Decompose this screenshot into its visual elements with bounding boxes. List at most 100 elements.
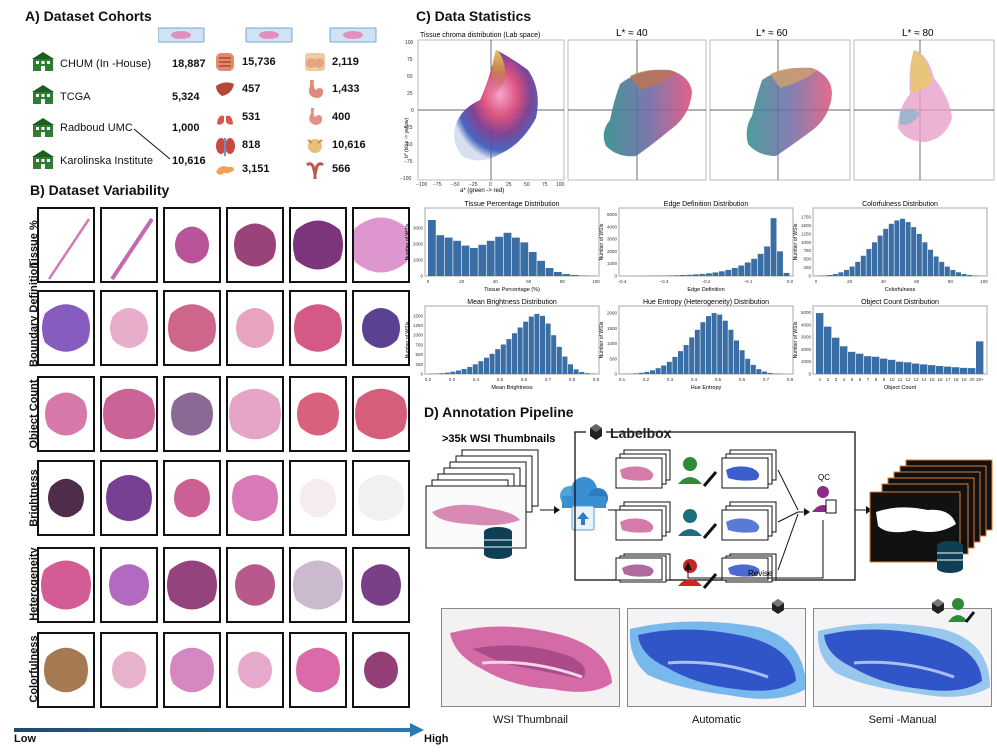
tissue-thumbnail: [226, 632, 284, 708]
chroma-xlabel: a* (green -> red): [460, 188, 504, 194]
stomach-icon: [308, 80, 324, 98]
histogram-bar: [911, 227, 917, 276]
histogram-ytick: 250: [415, 362, 423, 367]
histogram-bar: [872, 356, 880, 374]
bladder-icon: [307, 139, 323, 153]
histogram-bar: [520, 242, 529, 276]
stomach-2-icon: [309, 108, 323, 125]
tissue-shape: [355, 388, 407, 440]
tissue-shape: [103, 388, 155, 440]
histogram-xtick: 1: [819, 377, 822, 382]
organ-count: 400: [332, 111, 351, 123]
thumbnail-stack: [425, 449, 539, 549]
histogram-xtick: 20+: [976, 377, 984, 382]
tissue-thumbnail: [226, 376, 284, 452]
histogram-ytick: 0: [420, 274, 423, 279]
slide-icons: [158, 27, 377, 43]
histogram-xtick: 0.3: [667, 377, 674, 382]
organ-count: 531: [242, 111, 261, 123]
tissue-shape: [297, 392, 339, 436]
tissue-shape: [168, 304, 216, 352]
histograms: Tissue Percentage Distribution Tissue Per…: [405, 201, 988, 391]
histogram-bar: [960, 367, 968, 374]
histogram-xtick: 20: [969, 377, 975, 382]
tissue-thumbnail: [352, 376, 410, 452]
histogram-ytick: 1500: [607, 326, 618, 331]
thumbs-label: >35k WSI Thumbnails: [442, 433, 555, 445]
cohort-connector: [133, 128, 171, 160]
histogram-bar: [711, 313, 717, 374]
histogram-bar: [528, 252, 537, 276]
histogram-xtick: 2: [827, 377, 830, 382]
tissue-thumbnail: [226, 460, 284, 536]
labelbox-logo: [586, 422, 606, 442]
histogram-bar: [939, 261, 945, 276]
tissue-shape: [238, 651, 272, 689]
histogram-xtick: 10: [889, 377, 895, 382]
histogram-title: Colorfulness Distribution: [862, 201, 938, 208]
cohort-name: Radboud UMC: [60, 122, 133, 134]
histogram-bar: [478, 244, 487, 276]
organ-grid: 15,736 2,119 457 1,433 531 400 818 10,61…: [212, 50, 412, 180]
histogram-bar: [961, 273, 967, 276]
histogram-bar: [500, 344, 506, 374]
histogram-ytick: 500: [609, 356, 617, 361]
histogram-bar: [783, 272, 790, 276]
tissue-shape: [362, 308, 400, 348]
histogram-bar: [683, 345, 689, 374]
histogram-bar: [745, 358, 751, 374]
histogram-bar: [972, 275, 978, 276]
histogram-ytick: 1250: [801, 231, 812, 236]
histogram-bar: [751, 258, 758, 276]
caption-automatic: Automatic: [692, 714, 741, 726]
histogram-bar: [956, 272, 961, 276]
histogram-bar: [467, 367, 473, 374]
histogram-bar: [848, 351, 856, 374]
histogram-xtick: 13: [913, 377, 919, 382]
histogram-bar: [453, 240, 461, 276]
tissue-shape: [42, 304, 90, 352]
histogram-bar: [573, 369, 579, 374]
tissue-thumbnail: [37, 547, 95, 623]
histogram-ytick: 3000: [413, 226, 424, 231]
histogram-bar: [888, 223, 894, 276]
histogram-bar: [750, 364, 756, 374]
histogram-bar: [537, 260, 545, 276]
histogram-bar: [738, 265, 745, 276]
labelbox-small-icon: [772, 599, 784, 614]
tissue-shape: [44, 647, 88, 693]
histogram-xtick: 14: [921, 377, 927, 382]
histogram-xtick: 0.7: [763, 377, 770, 382]
tissue-thumbnail: [226, 290, 284, 366]
tissue-shape: [175, 226, 209, 264]
histogram-title: Edge Definition Distribution: [664, 201, 749, 208]
histogram-ytick: 3000: [607, 237, 618, 242]
slide-icon: [329, 27, 377, 43]
organ-count: 2,119: [332, 56, 359, 68]
histogram-xtick: −0.2: [702, 279, 711, 284]
xtick: 75: [542, 182, 548, 188]
histogram-ytick: 1000: [413, 333, 424, 338]
histogram-ytick: 750: [803, 248, 811, 253]
histogram-bar: [568, 364, 573, 374]
histogram-bar: [638, 372, 644, 374]
wsi-thumbnail-image: [441, 608, 620, 707]
revise-label: Revise: [748, 569, 773, 578]
xtick: −100: [416, 182, 427, 188]
organ-count: 1,433: [332, 83, 360, 95]
slice-title: L* ≈ 40: [616, 28, 648, 39]
histogram-bar: [731, 268, 738, 276]
histogram-bar: [904, 362, 912, 374]
histogram-ytick: 1000: [801, 240, 812, 245]
tissue-shape: [358, 475, 404, 521]
histogram-ylabel: Number of WSIs: [405, 223, 411, 260]
tissue-thumbnail: [37, 376, 95, 452]
histogram-bar: [933, 256, 939, 276]
slide-stack-pink: [615, 449, 671, 583]
tissue-shape: [45, 392, 87, 436]
histogram-bar: [706, 316, 711, 374]
histogram-bar: [756, 369, 762, 374]
histogram-bar: [562, 274, 571, 276]
histogram-bar: [540, 315, 545, 374]
histogram-xtick: 15: [929, 377, 935, 382]
